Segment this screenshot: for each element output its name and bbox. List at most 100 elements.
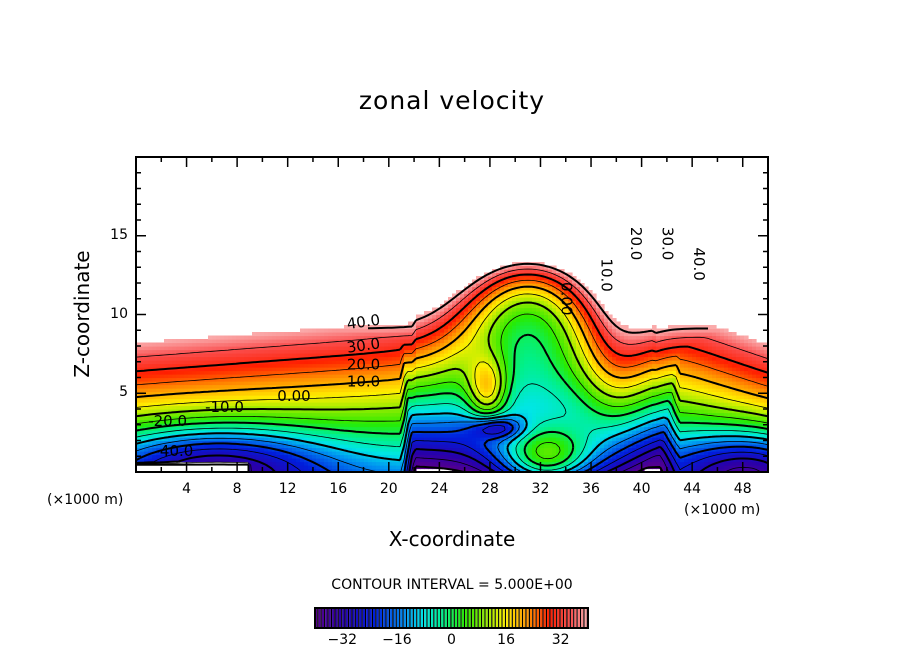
field-cell [276, 374, 281, 379]
field-cell [688, 433, 693, 438]
field-cell [748, 388, 753, 393]
field-cell [732, 437, 737, 442]
field-cell [400, 374, 405, 379]
field-cell [356, 405, 361, 410]
field-cell [576, 416, 581, 421]
field-cell [284, 447, 289, 452]
field-cell [216, 374, 221, 379]
field-cell [148, 409, 153, 414]
field-cell [428, 419, 433, 424]
field-cell [520, 423, 525, 428]
field-cell [296, 437, 301, 442]
field-cell [388, 447, 393, 452]
field-cell [648, 363, 653, 368]
field-cell [624, 398, 629, 403]
field-cell [456, 360, 461, 365]
field-cell [612, 423, 617, 428]
field-cell [340, 377, 345, 382]
field-cell [308, 388, 313, 393]
field-cell [760, 468, 765, 472]
field-cell [232, 402, 237, 407]
field-cell [760, 377, 765, 382]
field-cell [196, 356, 201, 361]
field-cell [272, 395, 277, 400]
field-cell [684, 426, 689, 431]
field-cell [460, 360, 465, 365]
field-cell [672, 402, 677, 407]
field-cell [748, 468, 753, 472]
field-cell [540, 416, 545, 421]
field-cell [228, 409, 233, 414]
field-cell [580, 405, 585, 410]
field-cell [480, 398, 485, 403]
field-cell [592, 388, 597, 393]
field-cell [416, 419, 421, 424]
field-cell [280, 356, 285, 361]
field-cell [336, 423, 341, 428]
field-cell [300, 465, 305, 470]
field-cell [184, 377, 189, 382]
field-cell [516, 437, 521, 442]
field-cell [508, 384, 513, 389]
field-cell [248, 363, 253, 368]
field-cell [312, 391, 317, 396]
field-cell [412, 398, 417, 403]
field-cell [532, 377, 537, 382]
field-cell [600, 374, 605, 379]
field-cell [140, 458, 145, 463]
field-cell [368, 360, 373, 365]
field-cell [144, 433, 149, 438]
field-cell [652, 360, 657, 365]
field-cell [436, 426, 441, 431]
field-cell [332, 402, 337, 407]
field-cell [456, 444, 461, 449]
field-cell [324, 377, 329, 382]
field-cell [732, 391, 737, 396]
field-cell [732, 419, 737, 424]
field-cell [484, 447, 489, 452]
field-cell [612, 388, 617, 393]
field-cell [344, 416, 349, 421]
field-cell [552, 454, 557, 459]
field-cell [608, 395, 613, 400]
field-cell [760, 454, 765, 459]
field-cell [420, 416, 425, 421]
field-cell [720, 451, 725, 456]
field-cell [144, 451, 149, 456]
field-cell [396, 402, 401, 407]
field-cell [472, 423, 477, 428]
field-cell [748, 454, 753, 459]
field-cell [724, 430, 729, 435]
field-cell [148, 374, 153, 379]
field-cell [384, 409, 389, 414]
field-cell [668, 426, 673, 431]
field-cell [140, 419, 145, 424]
field-cell [212, 447, 217, 452]
field-cell [256, 461, 261, 466]
field-cell [160, 444, 165, 449]
field-cell [136, 437, 141, 442]
field-cell [196, 391, 201, 396]
field-cell [148, 384, 153, 389]
field-cell [380, 426, 385, 431]
field-cell [160, 412, 165, 417]
field-cell [372, 461, 377, 466]
field-cell [600, 370, 605, 375]
field-cell [592, 370, 597, 375]
field-cell [528, 402, 533, 407]
field-cell [676, 433, 681, 438]
field-cell [712, 416, 717, 421]
field-cell [232, 409, 237, 414]
field-cell [152, 374, 157, 379]
field-cell [404, 412, 409, 417]
field-cell [520, 451, 525, 456]
field-cell [388, 430, 393, 435]
field-cell [264, 402, 269, 407]
field-cell [676, 405, 681, 410]
field-cell [176, 370, 181, 375]
field-cell [660, 377, 665, 382]
field-cell [680, 451, 685, 456]
field-cell [564, 405, 569, 410]
field-cell [668, 409, 673, 414]
field-cell [592, 395, 597, 400]
